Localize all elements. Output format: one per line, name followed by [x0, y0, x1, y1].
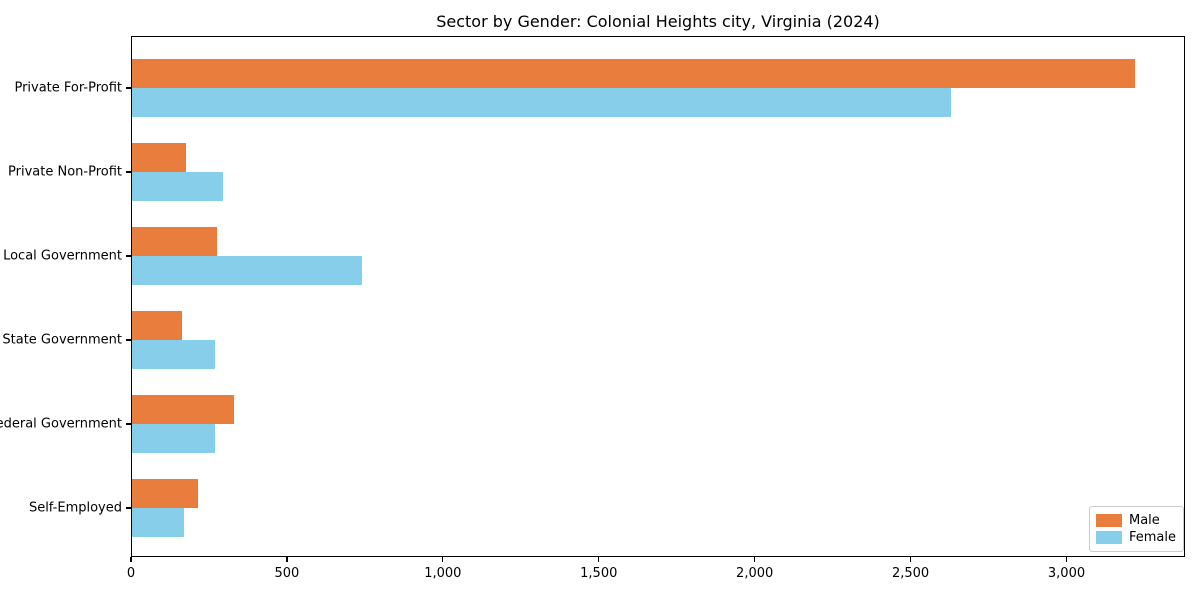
bar-male-self-employed — [131, 479, 199, 508]
y-tick-mark — [126, 171, 131, 173]
x-tick-label: 3,000 — [1047, 566, 1086, 581]
y-tick-mark — [126, 423, 131, 425]
x-tick-mark — [286, 557, 288, 562]
legend-item-female: Female — [1096, 531, 1177, 544]
category-label-private-for-profit: Private For-Profit — [14, 80, 122, 96]
x-tick-mark — [442, 557, 444, 562]
x-tick-label: 500 — [274, 566, 300, 581]
x-tick-mark — [754, 557, 756, 562]
category-label-federal-government: Federal Government — [0, 416, 122, 432]
x-tick-mark — [598, 557, 600, 562]
y-tick-mark — [126, 87, 131, 89]
male-color-swatch — [1096, 514, 1122, 527]
x-tick-mark — [909, 557, 912, 562]
legend: Male Female — [1089, 506, 1184, 552]
category-label-self-employed: Self-Employed — [28, 500, 122, 516]
bar-female-private-non-profit — [131, 172, 223, 201]
category-label-local-government: Local Government — [3, 248, 122, 264]
x-tick-mark — [130, 557, 132, 562]
x-tick-label: 1,500 — [580, 566, 618, 581]
bar-male-private-non-profit — [131, 143, 186, 172]
category-label-private-non-profit: Private Non-Profit — [8, 164, 122, 180]
y-tick-mark — [126, 507, 131, 509]
x-tick-label: 0 — [126, 566, 136, 581]
x-tick-label: 1,000 — [424, 566, 462, 581]
x-tick-label: 2,500 — [891, 566, 930, 581]
y-tick-mark — [126, 255, 131, 257]
bar-female-self-employed — [131, 508, 184, 537]
category-label-state-government: State Government — [2, 332, 122, 348]
bar-female-state-government — [131, 340, 216, 369]
bar-female-private-for-profit — [131, 88, 952, 117]
y-tick-mark — [126, 339, 131, 341]
x-tick-mark — [1065, 557, 1068, 562]
legend-label-female: Female — [1129, 530, 1177, 545]
bar-male-local-government — [131, 227, 217, 256]
female-color-swatch — [1096, 531, 1122, 544]
legend-item-male: Male — [1096, 514, 1177, 527]
bar-male-federal-government — [131, 395, 234, 424]
x-tick-label: 2,000 — [736, 566, 774, 581]
bar-male-state-government — [131, 311, 183, 340]
bar-female-local-government — [131, 256, 362, 285]
bar-male-private-for-profit — [131, 59, 1136, 88]
chart-title: Sector by Gender: Colonial Heights city,… — [436, 12, 880, 31]
bar-female-federal-government — [131, 424, 216, 453]
legend-label-male: Male — [1129, 513, 1160, 528]
